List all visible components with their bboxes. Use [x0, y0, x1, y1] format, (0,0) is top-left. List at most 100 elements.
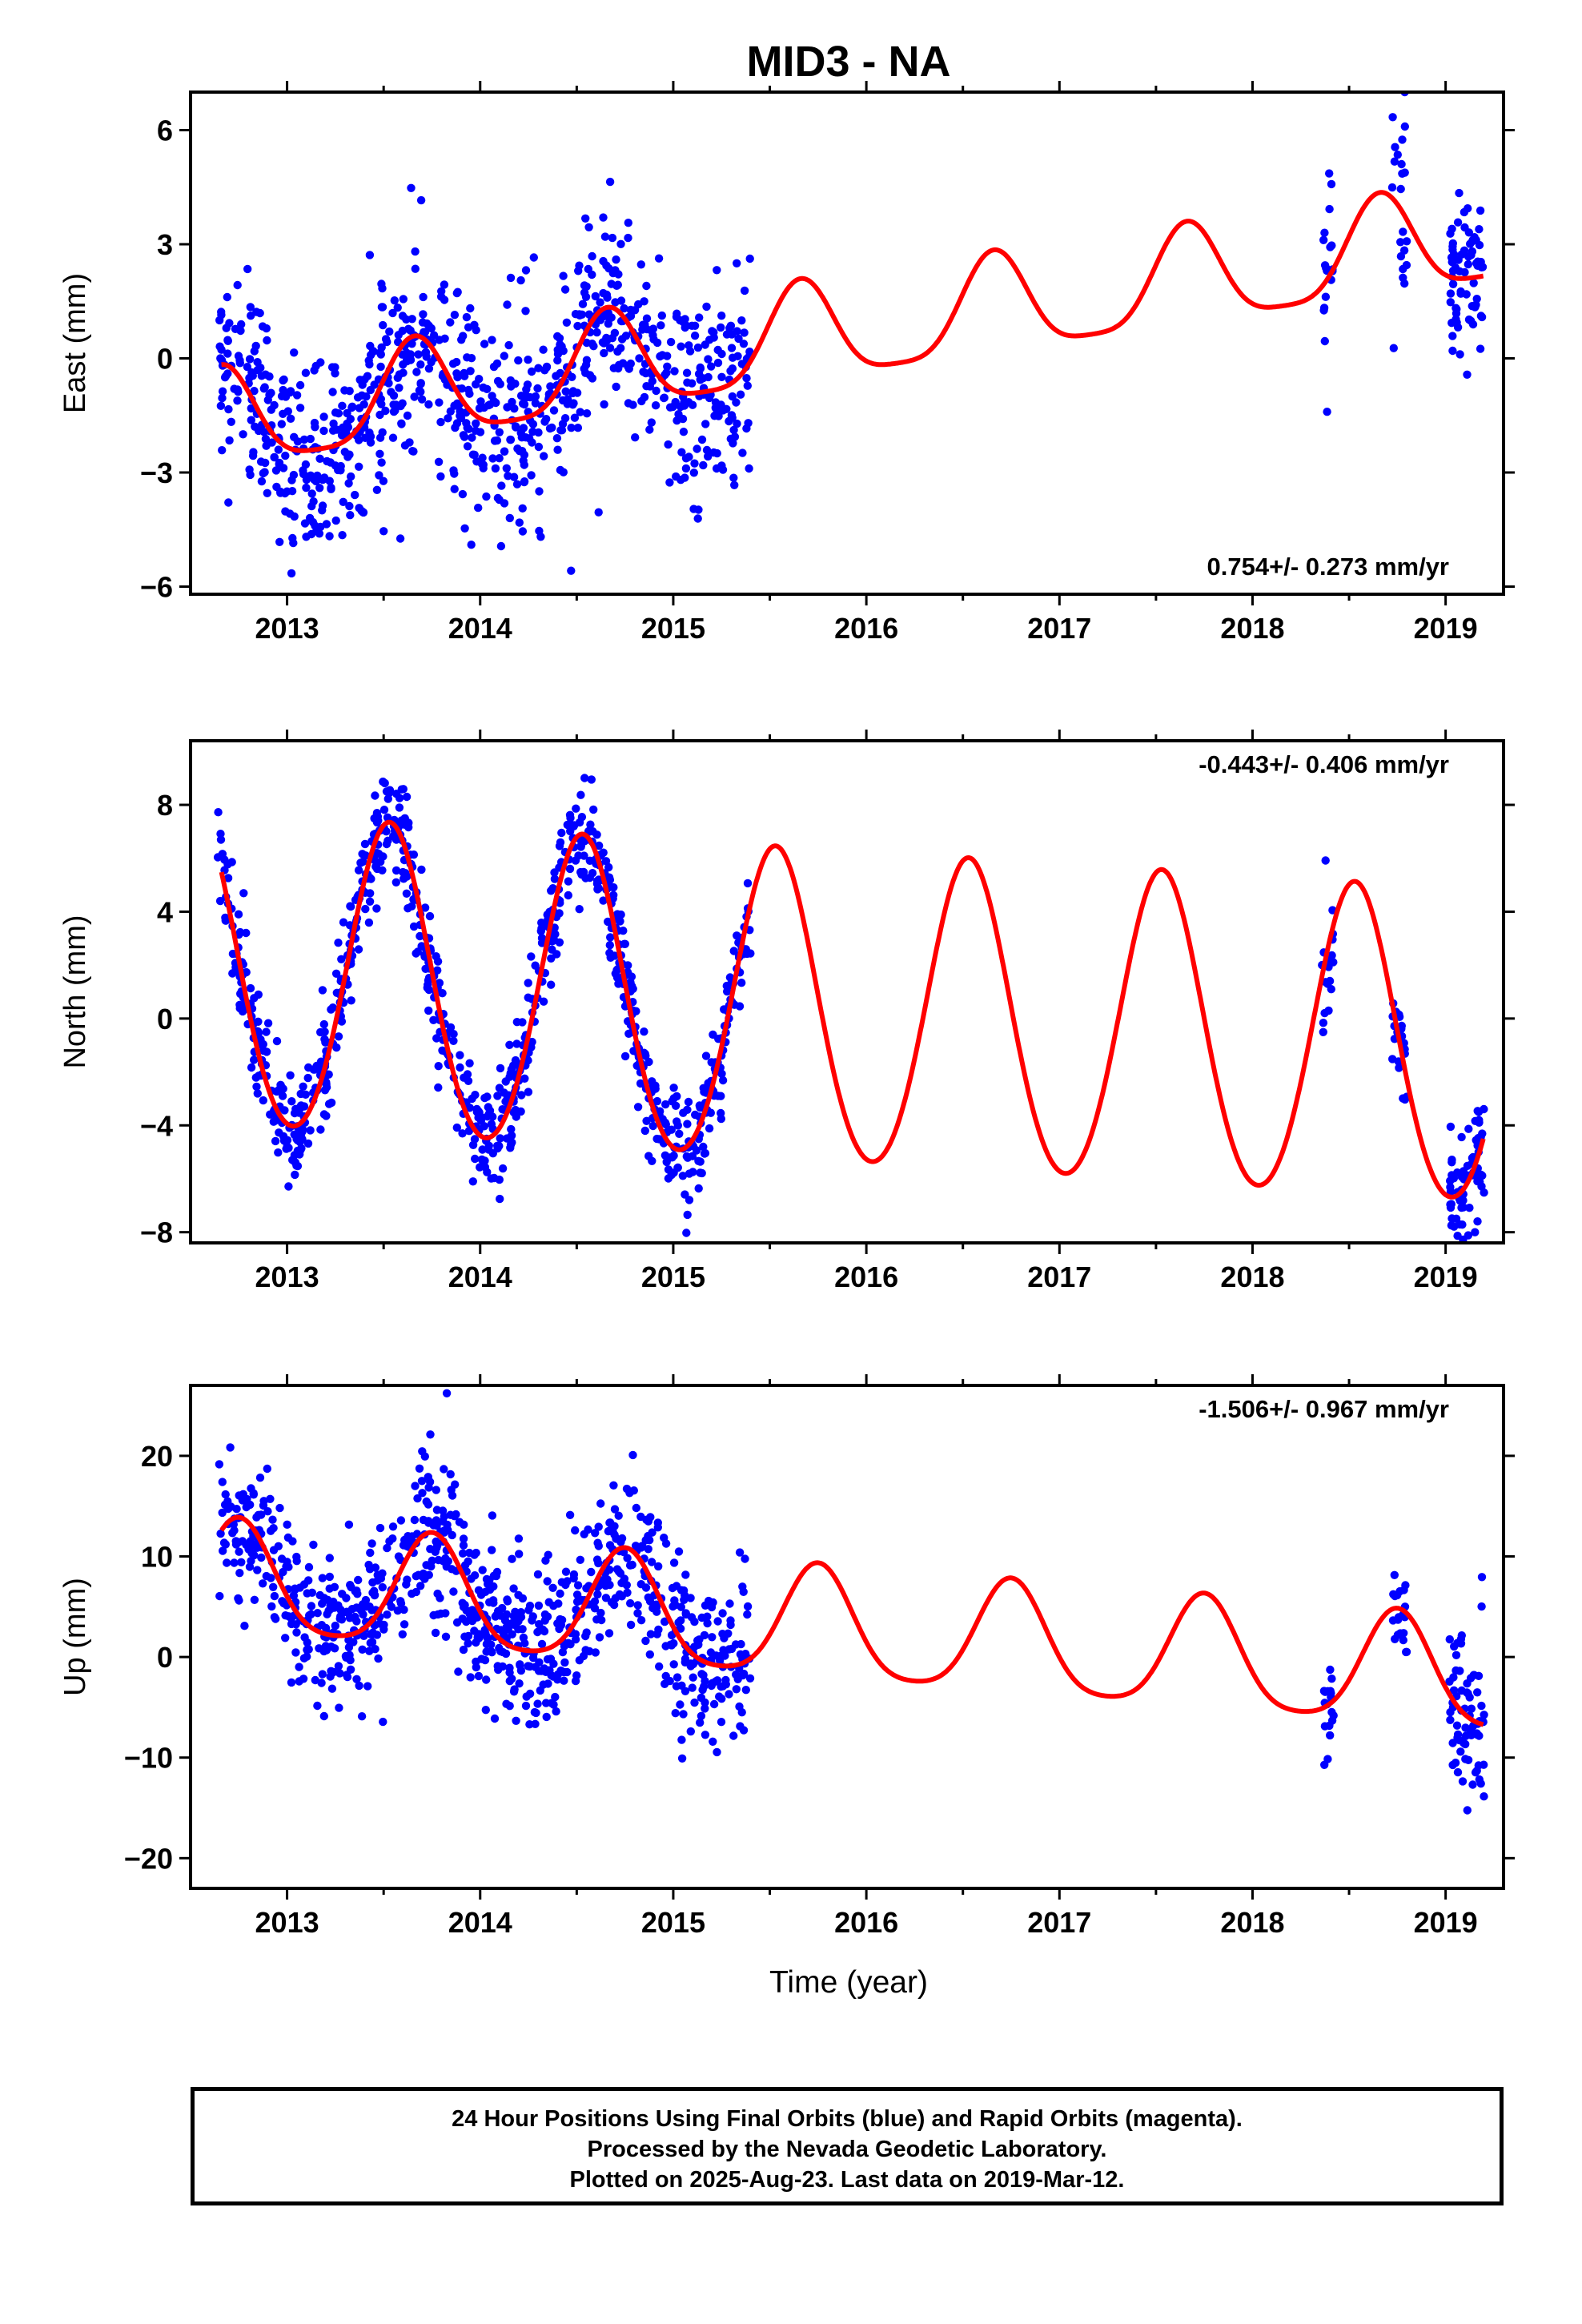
- data-point: [699, 1142, 708, 1152]
- data-point: [227, 417, 235, 426]
- data-point: [681, 315, 689, 324]
- data-point: [331, 516, 340, 525]
- data-point: [498, 1603, 507, 1613]
- data-point: [511, 1105, 520, 1115]
- data-point: [327, 1098, 336, 1108]
- data-point: [1457, 1203, 1466, 1212]
- data-point: [289, 538, 298, 548]
- data-point: [661, 1671, 670, 1681]
- data-point: [701, 1731, 710, 1739]
- data-point: [582, 356, 592, 364]
- data-point: [334, 1032, 343, 1041]
- data-point: [496, 1063, 505, 1073]
- data-point: [391, 406, 400, 415]
- data-point: [1391, 143, 1399, 151]
- data-point: [275, 1128, 283, 1137]
- data-point: [299, 1082, 307, 1092]
- data-point: [614, 1567, 624, 1576]
- data-point: [713, 1617, 722, 1626]
- data-point: [556, 1621, 566, 1630]
- data-point: [584, 223, 593, 231]
- data-point: [357, 1712, 367, 1721]
- data-point: [260, 468, 269, 476]
- data-point: [390, 296, 399, 305]
- data-point: [521, 1701, 531, 1711]
- data-point: [435, 398, 444, 407]
- data-point: [444, 414, 452, 423]
- data-point: [1389, 1590, 1398, 1599]
- data-point: [669, 1084, 678, 1092]
- data-point: [646, 1513, 655, 1522]
- data-point: [690, 332, 700, 340]
- data-point: [263, 336, 271, 345]
- data-point: [222, 324, 231, 332]
- data-point: [527, 471, 536, 480]
- data-point: [446, 407, 455, 416]
- data-point: [517, 433, 526, 442]
- data-point: [1447, 224, 1456, 233]
- data-point: [468, 1606, 477, 1614]
- data-point: [224, 404, 233, 414]
- data-point: [239, 430, 247, 439]
- data-point: [536, 533, 545, 541]
- data-point: [504, 340, 513, 350]
- data-point: [398, 312, 408, 320]
- data-point: [416, 1582, 425, 1590]
- data-point: [471, 1091, 480, 1100]
- data-point: [682, 1228, 691, 1237]
- data-point: [215, 1460, 224, 1469]
- data-point: [478, 1566, 487, 1574]
- data-point: [359, 1610, 367, 1619]
- data-point: [450, 469, 459, 478]
- data-point: [589, 805, 598, 814]
- data-point: [1401, 1581, 1410, 1590]
- data-point: [685, 1196, 694, 1204]
- data-point: [562, 318, 572, 327]
- data-point: [424, 400, 433, 409]
- data-point: [573, 424, 583, 432]
- data-point: [388, 308, 397, 318]
- data-point: [234, 910, 243, 919]
- data-point: [745, 1674, 755, 1683]
- data-point: [440, 280, 449, 289]
- data-point: [291, 1170, 299, 1180]
- rate-label: -0.443+/- 0.406 mm/yr: [1199, 750, 1449, 778]
- data-point: [311, 1675, 319, 1685]
- data-point: [483, 384, 492, 393]
- data-point: [648, 1121, 657, 1131]
- data-point: [596, 1499, 605, 1508]
- data-point: [343, 452, 352, 461]
- data-point: [533, 1570, 543, 1579]
- data-point: [451, 423, 460, 432]
- data-point: [295, 404, 305, 412]
- data-point: [631, 1542, 640, 1550]
- data-point: [1456, 289, 1465, 298]
- data-point: [416, 931, 424, 941]
- data-point: [427, 358, 436, 367]
- data-point: [537, 919, 546, 927]
- data-point: [299, 1654, 309, 1663]
- data-point: [355, 436, 363, 444]
- data-point: [668, 1153, 677, 1162]
- data-point: [642, 1116, 651, 1126]
- data-point: [647, 418, 656, 427]
- data-point: [342, 1653, 351, 1662]
- data-point: [497, 481, 506, 490]
- data-point: [363, 372, 372, 380]
- data-point: [1327, 985, 1336, 994]
- data-point: [488, 392, 496, 400]
- data-point: [346, 902, 355, 911]
- data-point: [485, 1575, 494, 1585]
- data-point: [310, 418, 319, 428]
- data-point: [223, 292, 231, 302]
- data-point: [495, 1141, 504, 1151]
- data-point: [612, 382, 620, 392]
- data-point: [605, 941, 614, 950]
- data-point: [1319, 235, 1328, 244]
- data-point: [220, 855, 229, 864]
- data-point: [295, 1104, 304, 1112]
- data-point: [661, 1118, 670, 1128]
- data-point: [539, 997, 548, 1006]
- data-point: [327, 483, 335, 493]
- y-tick-label: 3: [157, 228, 173, 261]
